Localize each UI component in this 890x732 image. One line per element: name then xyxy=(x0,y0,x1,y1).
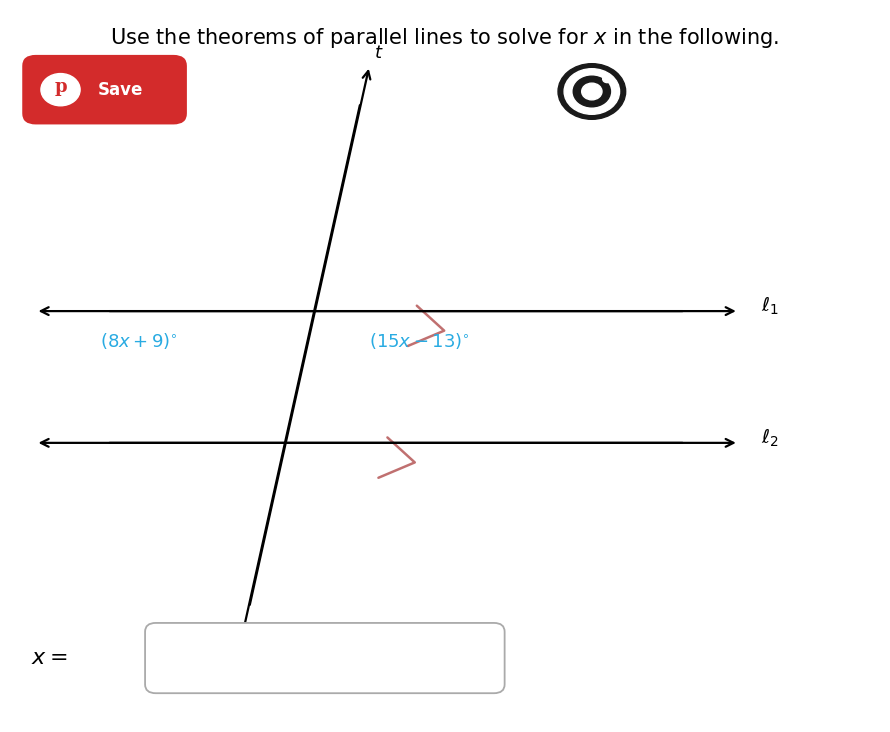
Circle shape xyxy=(564,69,619,114)
Text: p: p xyxy=(54,78,67,97)
FancyBboxPatch shape xyxy=(22,55,187,124)
Circle shape xyxy=(573,76,611,107)
Text: $x =$: $x =$ xyxy=(31,648,67,668)
FancyBboxPatch shape xyxy=(145,623,505,693)
Text: $t$: $t$ xyxy=(374,44,384,62)
Text: $(15x - 13)^{\circ}$: $(15x - 13)^{\circ}$ xyxy=(369,331,470,351)
Text: $\ell_2$: $\ell_2$ xyxy=(761,427,779,449)
Circle shape xyxy=(41,74,80,106)
Text: Save: Save xyxy=(98,81,142,99)
Text: $(8x + 9)^{\circ}$: $(8x + 9)^{\circ}$ xyxy=(101,331,178,351)
Circle shape xyxy=(558,64,626,119)
Text: $\ell_1$: $\ell_1$ xyxy=(761,295,779,317)
Circle shape xyxy=(582,83,602,100)
Circle shape xyxy=(603,75,611,83)
Text: Use the theorems of parallel lines to solve for $x$ in the following.: Use the theorems of parallel lines to so… xyxy=(110,26,780,50)
